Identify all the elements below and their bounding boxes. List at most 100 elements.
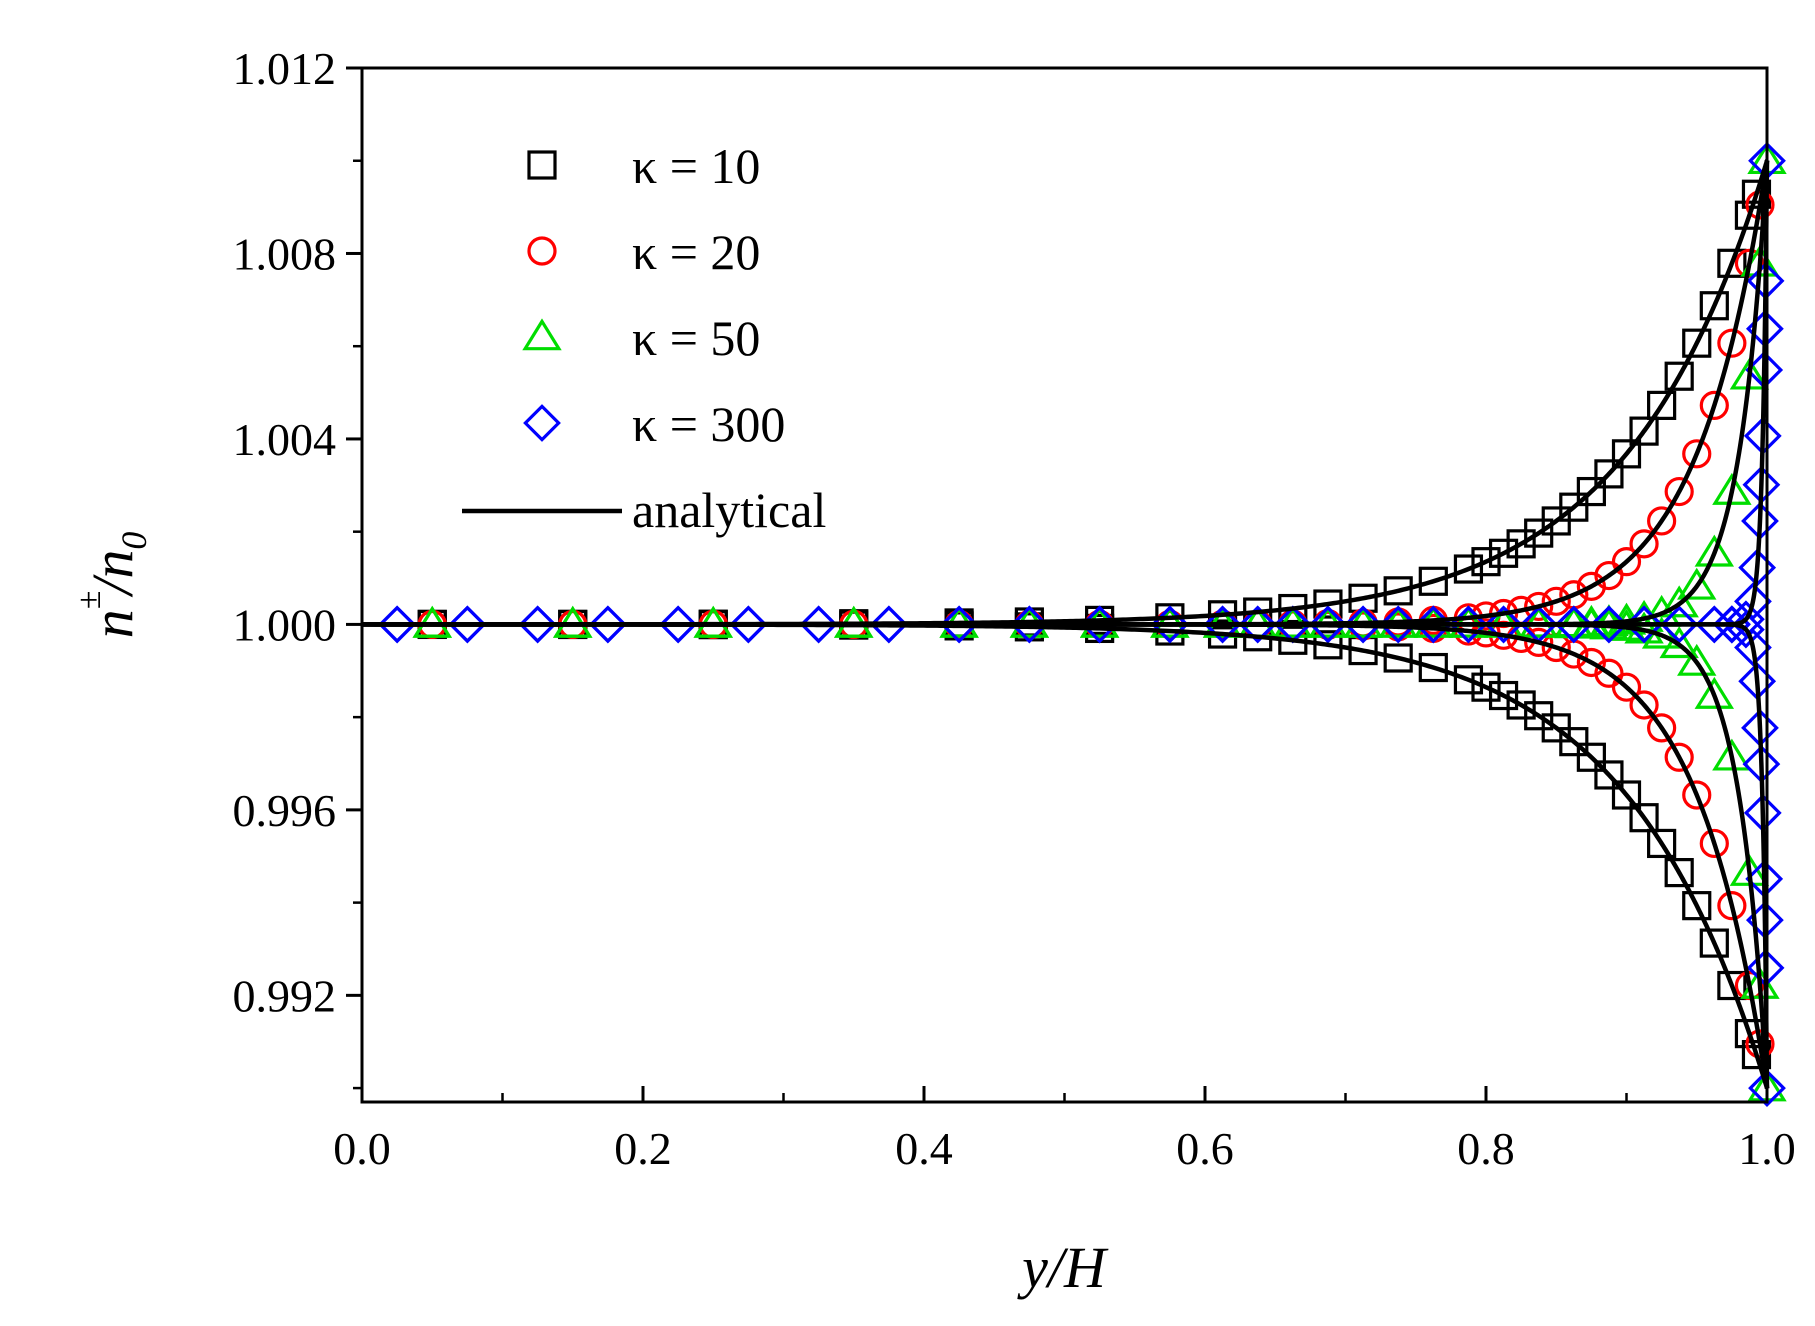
data-point-square-lower	[1576, 742, 1606, 772]
data-point-triangle-upper	[1659, 585, 1699, 618]
data-point-square-upper	[1418, 566, 1448, 596]
data-point-diamond-lower	[518, 605, 557, 644]
data-point-square-upper	[1664, 361, 1694, 391]
data-point-square-lower	[1682, 891, 1712, 921]
data-point-diamond-lower	[378, 605, 417, 644]
data-point-triangle-lower	[1659, 626, 1699, 659]
data-point-circle-upper	[1611, 547, 1642, 577]
data-point-triangle-lower	[1694, 676, 1735, 709]
legend-label: κ = 10	[632, 138, 760, 194]
series-analytical	[362, 159, 1770, 1090]
data-point-diamond-lower	[1734, 628, 1772, 667]
data-point-square-lower	[1717, 970, 1747, 1001]
y-tick-label: 0.996	[233, 785, 337, 836]
y-axis-title-sup: ±	[71, 591, 108, 610]
data-point-circle-upper	[1699, 390, 1729, 420]
data-point-circle-upper	[1717, 328, 1747, 358]
y-axis-title-sub: 0	[114, 532, 154, 550]
legend: κ = 10 κ = 20 κ = 50 κ = 300 analytical	[462, 138, 826, 538]
data-point-triangle-upper	[1694, 534, 1735, 567]
data-point-diamond-lower	[1379, 605, 1418, 644]
legend-marker-circle	[527, 236, 557, 266]
analytical-curve-upper	[362, 160, 1770, 627]
x-tick-label: 0.6	[1176, 1123, 1234, 1174]
axes: 0.0 0.2 0.4 0.6 0.8 1.0 0.992 0.996 1.000 1.004 1.…	[233, 43, 1796, 1174]
legend-item: κ = 50	[522, 310, 760, 366]
data-point-square-upper	[1717, 248, 1747, 278]
data-point-circle-upper	[1524, 591, 1554, 622]
data-point-circle-lower	[1594, 658, 1624, 688]
y-tick-label: 1.000	[233, 599, 337, 650]
data-point-diamond-lower	[448, 605, 487, 644]
data-point-square-lower	[1383, 643, 1413, 673]
data-point-diamond-lower	[1010, 605, 1049, 644]
data-point-diamond-lower	[1484, 605, 1523, 644]
legend-item: analytical	[462, 482, 826, 538]
data-point-diamond-lower	[1590, 605, 1628, 644]
data-point-circle-upper	[1647, 506, 1677, 536]
data-point-square-upper	[1488, 538, 1519, 568]
data-point-circle-upper	[1664, 476, 1694, 507]
data-point-square-lower	[1629, 803, 1659, 833]
data-point-square-upper	[1453, 554, 1484, 584]
y-tick-label: 1.004	[233, 414, 337, 465]
legend-item: κ = 20	[527, 224, 760, 280]
data-point-triangle-upper	[1712, 472, 1752, 505]
data-point-circle-upper	[1629, 529, 1659, 559]
data-point-square-upper	[1699, 291, 1729, 321]
data-point-square-upper	[1383, 576, 1413, 606]
x-tick-label: 1.0	[1738, 1123, 1796, 1174]
data-point-circle-lower	[1699, 828, 1729, 859]
data-point-square-lower	[1418, 652, 1448, 683]
data-marks	[362, 141, 1787, 1107]
x-tick-label: 0.8	[1457, 1123, 1515, 1174]
plot-frame	[360, 66, 1769, 1104]
data-point-diamond-lower	[1695, 605, 1734, 644]
legend-label: analytical	[632, 482, 826, 538]
legend-marker-square	[527, 150, 557, 180]
y-tick-label: 1.008	[233, 228, 337, 279]
data-point-square-upper	[1682, 328, 1712, 358]
data-point-diamond-upper	[1734, 582, 1772, 621]
data-point-square-lower	[1699, 928, 1729, 958]
data-point-square-lower	[1594, 760, 1624, 790]
y-axis-title: n±/n0	[71, 532, 154, 639]
analytical-curve-lower	[362, 622, 1770, 1089]
data-point-diamond-lower	[869, 605, 908, 644]
data-point-diamond-lower	[1660, 605, 1699, 644]
analytical-curve-lower	[362, 622, 1770, 1090]
svg-text:n±/n0: n±/n0	[71, 532, 154, 639]
data-point-square-lower	[1611, 780, 1642, 810]
data-point-triangle-upper	[1677, 567, 1717, 600]
data-point-triangle-lower	[1712, 738, 1752, 771]
data-point-square-upper	[1594, 459, 1624, 489]
y-axis-title-den: n	[80, 550, 145, 579]
data-point-circle-upper	[1594, 560, 1624, 591]
data-point-diamond-lower	[588, 605, 627, 644]
y-tick-label: 0.992	[233, 970, 337, 1021]
data-point-diamond-lower	[1748, 1069, 1786, 1107]
data-point-square-lower	[1488, 680, 1519, 711]
x-tick-label: 0.2	[614, 1123, 672, 1174]
data-point-square-lower	[1471, 672, 1501, 702]
y-tick-label: 1.012	[233, 43, 337, 94]
data-point-diamond-lower	[1344, 605, 1382, 644]
analytical-curve-lower	[362, 622, 1770, 1089]
data-point-diamond-lower	[940, 605, 979, 644]
data-point-square-upper	[1506, 529, 1536, 559]
data-point-triangle-lower	[1677, 643, 1717, 676]
legend-marker-diamond	[523, 404, 561, 442]
data-point-square-lower	[1453, 665, 1484, 695]
data-point-diamond-lower	[799, 605, 838, 644]
legend-label: κ = 50	[632, 310, 760, 366]
data-point-square-upper	[1611, 439, 1642, 469]
data-point-circle-upper	[1682, 439, 1712, 469]
data-point-square-lower	[1647, 828, 1677, 859]
data-point-diamond-lower	[1238, 605, 1277, 644]
analytical-curve-upper	[362, 160, 1770, 627]
data-point-circle-upper	[1541, 586, 1571, 616]
data-point-square-lower	[1506, 690, 1536, 720]
data-point-square-upper	[1629, 416, 1659, 446]
data-point-square-upper	[1559, 492, 1589, 522]
